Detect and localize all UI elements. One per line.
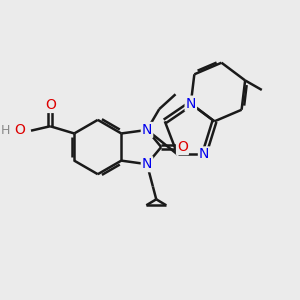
Text: N: N [142,157,152,171]
Text: N: N [142,123,152,137]
Text: N: N [199,147,209,161]
Text: O: O [14,123,25,137]
Text: O: O [45,98,56,112]
Text: H: H [1,124,10,136]
Text: O: O [177,140,188,154]
Text: N: N [186,97,196,111]
